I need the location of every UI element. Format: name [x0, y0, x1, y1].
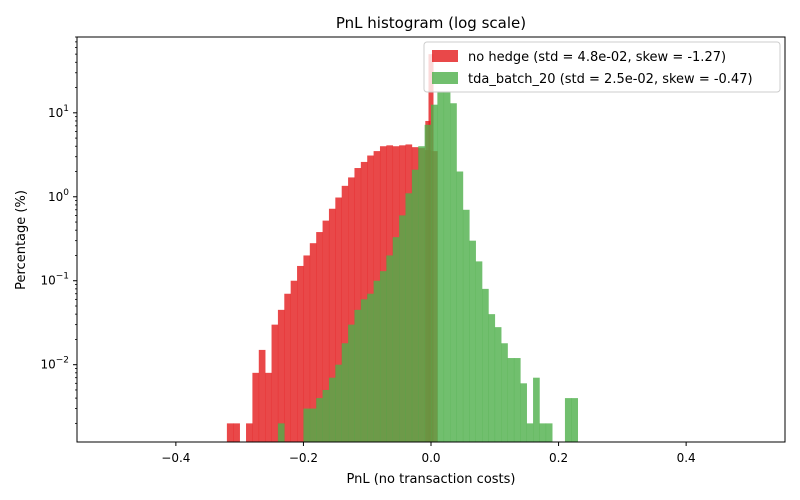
- histogram-bar: [290, 280, 298, 442]
- y-tick-label: 10−2: [40, 356, 69, 372]
- histogram-bar: [431, 104, 438, 443]
- histogram-bar: [488, 314, 496, 442]
- histogram-bar: [252, 372, 260, 442]
- histogram-bar: [411, 169, 419, 443]
- histogram-bar: [513, 358, 521, 442]
- histogram-bar: [348, 324, 355, 442]
- x-tick-label: 0.4: [677, 451, 696, 465]
- histogram-bar: [469, 240, 476, 442]
- histogram-bar: [564, 398, 572, 442]
- histogram-bar: [526, 423, 534, 442]
- axes-layer: −0.4 −0.2 0.0 0.2 0.4 10−2 10−1 100 101: [40, 36, 786, 465]
- histogram-bar: [360, 299, 368, 442]
- histogram-bar: [456, 171, 464, 442]
- histogram-bar: [539, 423, 547, 442]
- histogram-bar: [265, 372, 272, 442]
- histogram-bar: [424, 124, 432, 442]
- histogram-bar: [367, 293, 374, 442]
- legend: no hedge (std = 4.8e-02, skew = -1.27) td…: [423, 41, 781, 93]
- histogram-bar: [348, 177, 355, 442]
- histogram-bar: [571, 398, 579, 442]
- histogram-bar: [271, 324, 279, 442]
- histogram-bar: [418, 146, 425, 442]
- histogram-bar: [322, 389, 330, 442]
- histogram-bar: [258, 349, 266, 442]
- histogram-bar: [341, 185, 349, 442]
- histogram-bar: [462, 209, 470, 442]
- histogram-bar: [482, 288, 489, 442]
- histogram-bar: [303, 408, 311, 442]
- histogram-bar: [297, 265, 304, 442]
- histogram-bar: [341, 343, 349, 442]
- histogram-bar: [405, 193, 413, 442]
- histogram-bar: [335, 364, 343, 442]
- histogram-bar: [354, 309, 362, 442]
- histogram-bar: [309, 408, 317, 442]
- legend-entry-label: no hedge (std = 4.8e-02, skew = -1.27): [468, 50, 726, 65]
- histogram-bar: [316, 232, 323, 442]
- histogram-bar: [354, 168, 362, 442]
- histogram-bar: [501, 343, 508, 442]
- y-tick-label: 100: [48, 188, 69, 204]
- histogram-bar: [303, 255, 311, 442]
- legend-swatch: [432, 72, 458, 84]
- histogram-bar: [507, 358, 515, 442]
- histogram-bar: [450, 103, 457, 442]
- x-tick-label: 0.0: [421, 451, 440, 465]
- histogram-bar: [545, 423, 553, 442]
- histogram-bar: [437, 91, 445, 443]
- histogram-bar: [399, 215, 406, 442]
- histogram-bar: [277, 423, 285, 442]
- y-tick-label: 101: [48, 104, 69, 120]
- x-tick-label: −0.4: [161, 451, 190, 465]
- x-tick-label: 0.2: [549, 451, 568, 465]
- histogram-bar: [328, 377, 336, 442]
- legend-entry-label: tda_batch_20 (std = 2.5e-02, skew = -0.4…: [468, 72, 753, 87]
- histogram-bar: [494, 327, 502, 442]
- legend-box: [423, 41, 781, 93]
- histogram-bar: [233, 423, 240, 442]
- chart-title: PnL histogram (log scale): [336, 14, 526, 32]
- histogram-bar: [520, 383, 527, 442]
- histogram-bar: [284, 293, 291, 442]
- histogram-bar: [335, 197, 343, 442]
- legend-swatch: [432, 50, 458, 62]
- histogram-bar: [322, 220, 330, 442]
- histogram-bar: [386, 255, 394, 442]
- y-axis-label: Percentage (%): [14, 190, 29, 290]
- histogram-bar: [533, 377, 540, 442]
- histogram-bar: [475, 261, 483, 442]
- histogram-bar: [309, 243, 317, 442]
- histogram-bar: [392, 237, 400, 442]
- histogram-bar: [246, 423, 253, 442]
- x-axis-label: PnL (no transaction costs): [346, 472, 515, 487]
- histogram-bar: [226, 423, 234, 442]
- histogram-bar: [373, 280, 381, 442]
- histogram-bar: [328, 208, 336, 442]
- histogram-bar: [277, 309, 285, 442]
- x-tick-label: −0.2: [289, 451, 318, 465]
- histogram-bar: [379, 271, 387, 442]
- y-tick-label: 10−1: [40, 272, 69, 288]
- histogram-bar: [443, 91, 451, 443]
- histogram-bar: [316, 398, 323, 442]
- bars-layer: [226, 54, 579, 443]
